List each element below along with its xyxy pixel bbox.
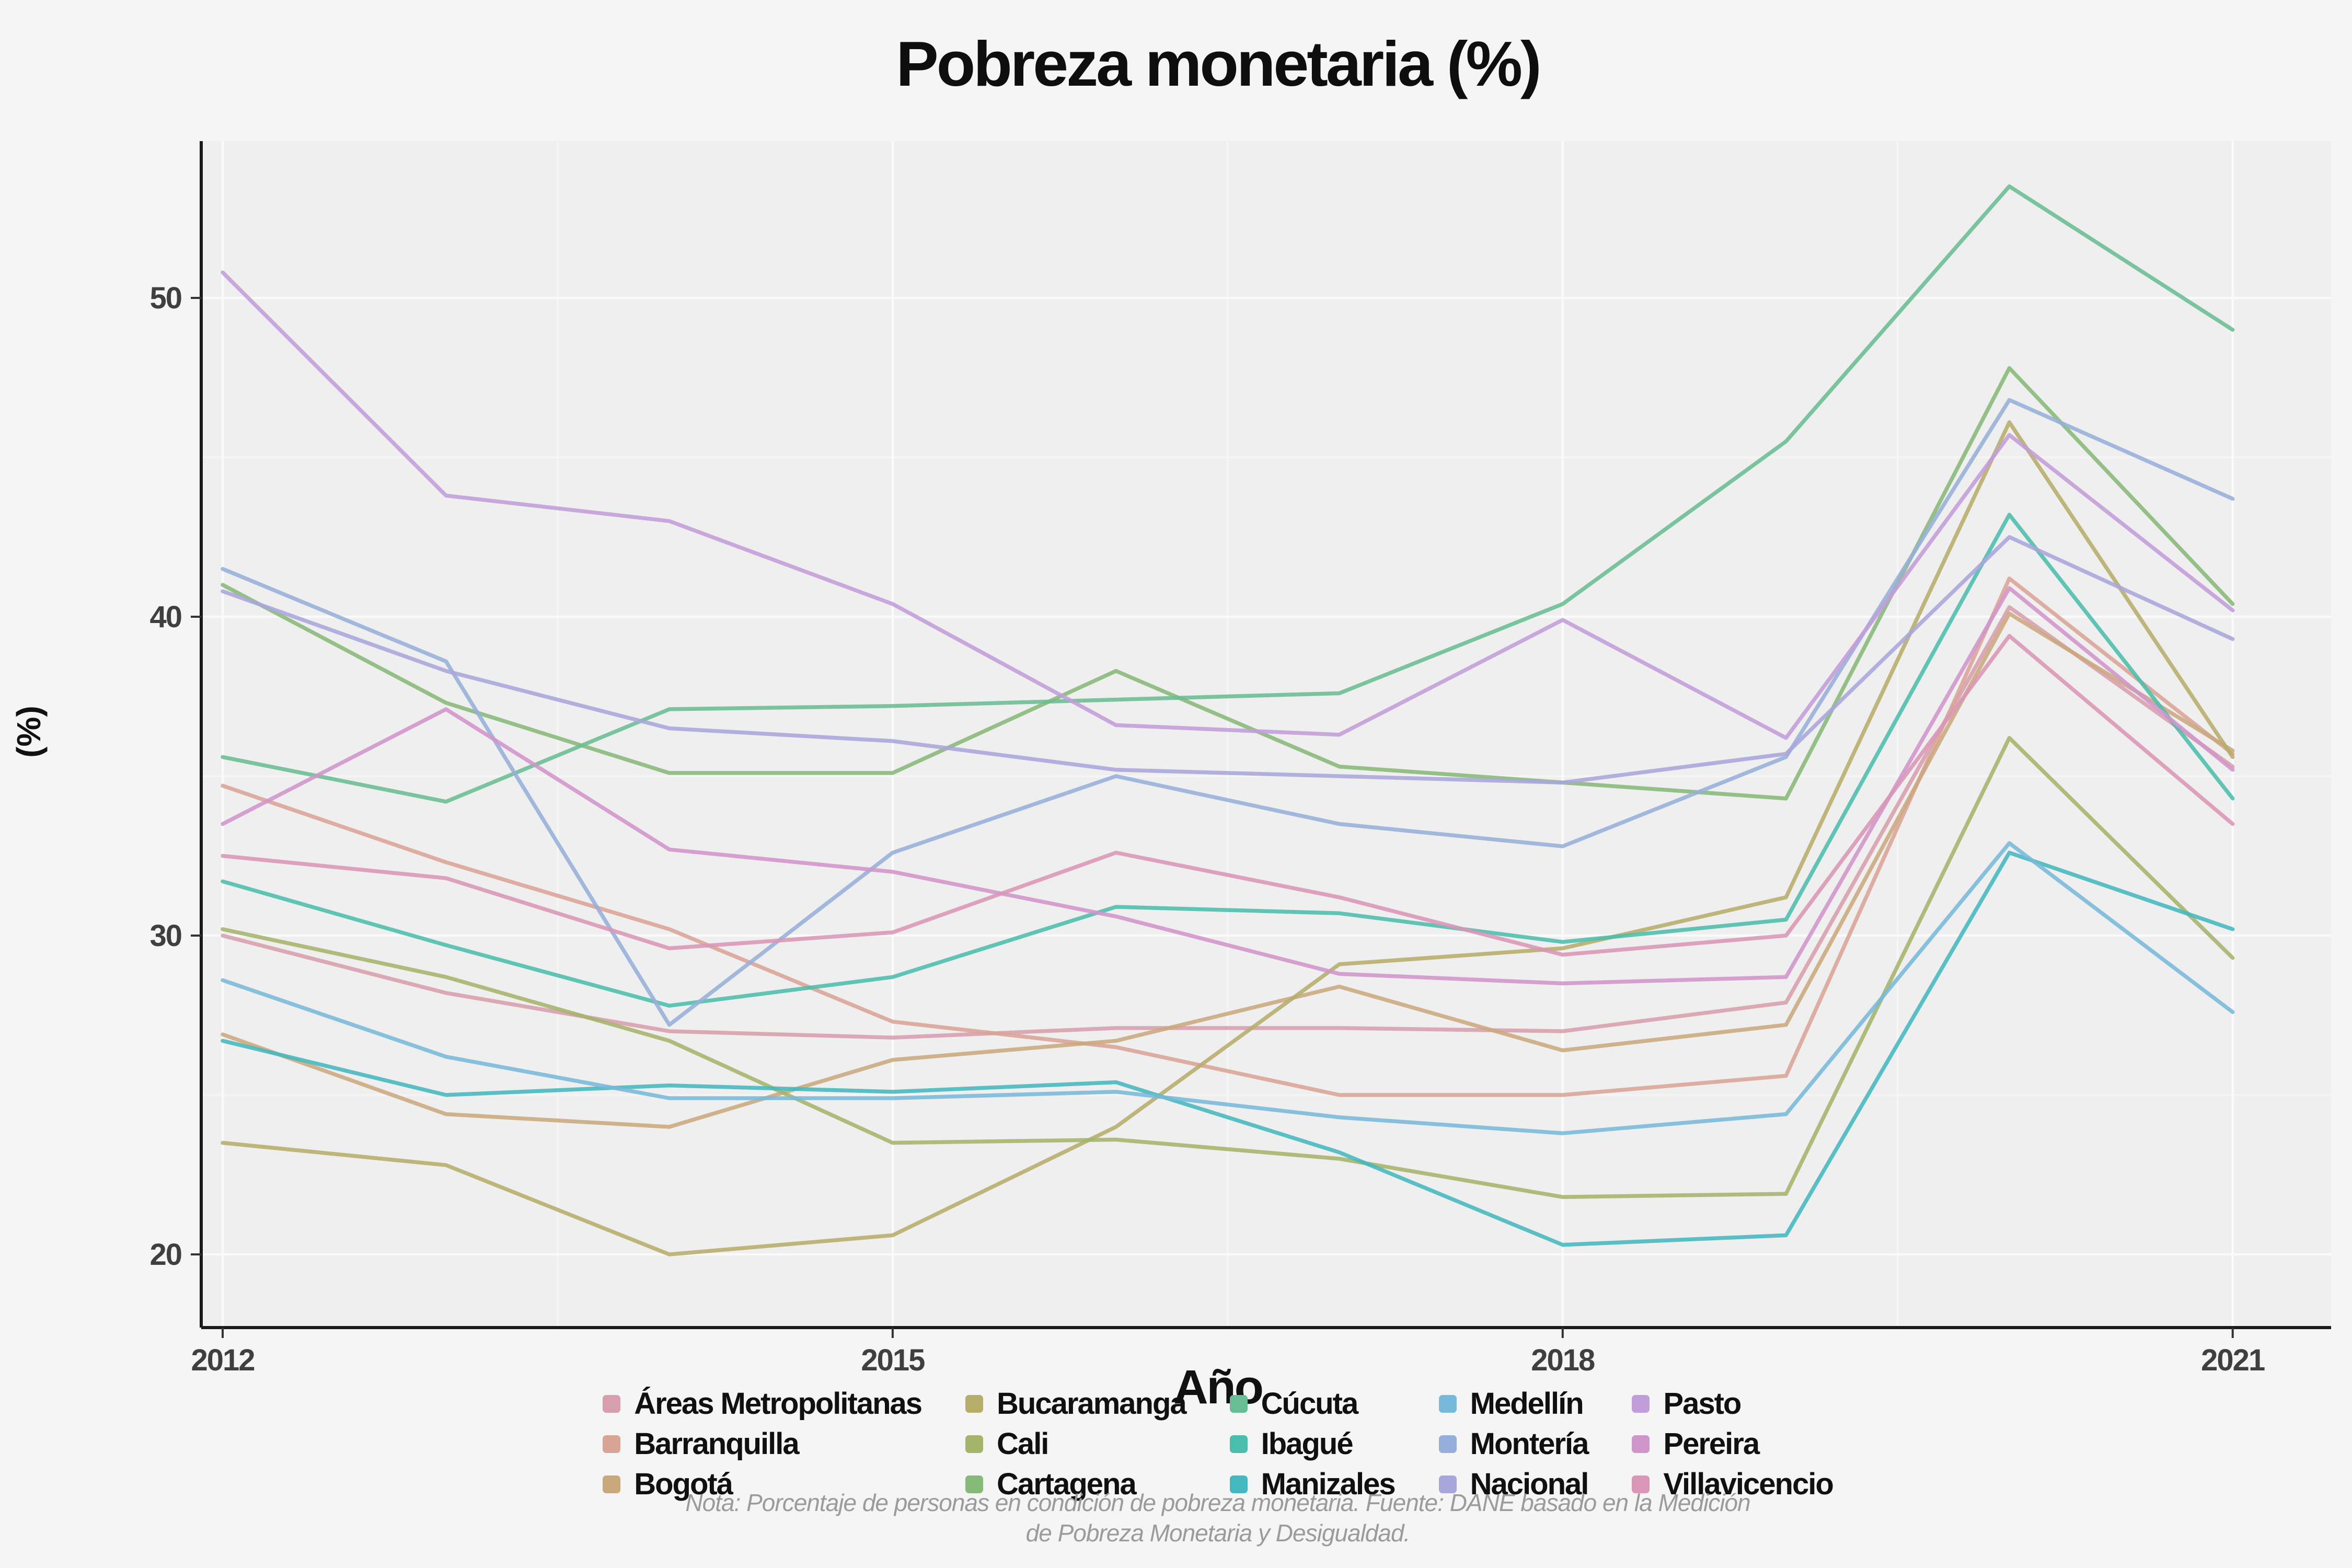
legend-item-bucaramanga: Bucaramanga xyxy=(965,1386,1187,1421)
legend-swatch-manizales xyxy=(1229,1475,1248,1493)
legend-label-barranquilla: Barranquilla xyxy=(634,1427,799,1461)
legend-swatch-areas-metropolitanas xyxy=(603,1394,621,1413)
series-line-medellin xyxy=(221,841,2235,1135)
legend-label-bogota: Bogotá xyxy=(634,1467,733,1501)
legend-label-cali: Cali xyxy=(997,1427,1049,1461)
x-tick-label: 2015 xyxy=(861,1343,925,1377)
legend-swatch-cucuta xyxy=(1229,1394,1248,1413)
legend-label-cartagena: Cartagena xyxy=(997,1467,1137,1501)
legend-swatch-cali xyxy=(965,1435,984,1453)
legend-label-ibague: Ibagué xyxy=(1261,1427,1354,1461)
legend-label-monteria: Montería xyxy=(1470,1427,1589,1461)
series-line-areas-metropolitanas xyxy=(221,605,2235,1040)
legend-label-areas-metropolitanas: Áreas Metropolitanas xyxy=(634,1387,923,1421)
legend-label-villavicencio: Villavicencio xyxy=(1663,1467,1834,1501)
legend-swatch-villavicencio xyxy=(1632,1475,1650,1493)
x-tick-label: 2012 xyxy=(191,1343,254,1377)
legend-swatch-monteria xyxy=(1438,1435,1457,1453)
legend-swatch-ibague xyxy=(1229,1435,1248,1453)
legend-swatch-medellin xyxy=(1438,1394,1457,1413)
legend-swatch-bogota xyxy=(603,1475,621,1493)
legend-item-pereira: Pereira xyxy=(1632,1426,1832,1461)
y-axis-title: (%) xyxy=(10,706,48,758)
series-line-cali xyxy=(221,736,2235,1199)
legend-swatch-cartagena xyxy=(965,1475,984,1493)
legend-item-bogota: Bogotá xyxy=(603,1467,921,1502)
series-line-barranquilla xyxy=(221,577,2235,1097)
legend-column: Pasto Pereira Villavicencio xyxy=(1632,1386,1834,1502)
legend-swatch-barranquilla xyxy=(603,1435,621,1453)
x-tick-label: 2021 xyxy=(2201,1343,2265,1377)
legend-item-manizales: Manizales xyxy=(1229,1467,1396,1502)
y-tick-label: 20 xyxy=(149,1238,181,1272)
legend-item-monteria: Montería xyxy=(1438,1426,1589,1461)
y-tick-label: 30 xyxy=(149,919,181,953)
source-note: Nota: Porcentaje de personas en condició… xyxy=(84,1488,2352,1548)
series-line-ibague xyxy=(221,513,2235,1008)
y-tick-label: 50 xyxy=(149,281,181,315)
legend-column: Bucaramanga Cali Cartagena xyxy=(965,1386,1187,1502)
legend-item-pasto: Pasto xyxy=(1632,1386,1832,1421)
series-line-monteria xyxy=(221,398,2235,1027)
legend-column: Medellín Montería Nacional xyxy=(1438,1386,1589,1502)
legend-column: Cúcuta Ibagué Manizales xyxy=(1229,1386,1396,1502)
legend-swatch-pereira xyxy=(1632,1435,1650,1453)
legend-label-cucuta: Cúcuta xyxy=(1261,1387,1359,1421)
series-line-pasto xyxy=(221,270,2235,740)
legend-swatch-bucaramanga xyxy=(965,1394,984,1413)
series-line-manizales xyxy=(221,850,2235,1247)
source-note-line1: Nota: Porcentaje de personas en condició… xyxy=(685,1489,1750,1516)
series-line-nacional xyxy=(221,535,2235,785)
legend-item-nacional: Nacional xyxy=(1438,1467,1589,1502)
legend-item-cali: Cali xyxy=(965,1426,1186,1461)
legend-label-nacional: Nacional xyxy=(1470,1467,1589,1501)
legend-label-medellin: Medellín xyxy=(1470,1387,1584,1421)
y-tick-label: 40 xyxy=(149,600,181,634)
legend-item-villavicencio: Villavicencio xyxy=(1632,1467,1834,1502)
x-axis-title: Año xyxy=(1173,1361,1264,1414)
legend-swatch-nacional xyxy=(1438,1475,1457,1493)
legend-item-ibague: Ibagué xyxy=(1229,1426,1395,1461)
legend-label-pasto: Pasto xyxy=(1663,1387,1742,1421)
legend-label-manizales: Manizales xyxy=(1261,1467,1396,1501)
legend-item-areas-metropolitanas: Áreas Metropolitanas xyxy=(603,1386,923,1421)
legend: Áreas Metropolitanas Barranquilla Bogotá Bu… xyxy=(84,1386,2352,1502)
legend-column: Áreas Metropolitanas Barranquilla Bogotá xyxy=(603,1386,923,1502)
series-line-cucuta xyxy=(221,184,2235,804)
series-line-bucaramanga xyxy=(221,420,2235,1256)
x-tick-label: 2018 xyxy=(1531,1343,1595,1377)
legend-item-barranquilla: Barranquilla xyxy=(603,1426,921,1461)
legend-swatch-pasto xyxy=(1632,1394,1650,1413)
source-note-line2: de Pobreza Monetaria y Desigualdad. xyxy=(1025,1519,1411,1547)
series-line-villavicencio xyxy=(221,633,2235,957)
chart-title: Pobreza monetaria (%) xyxy=(896,28,1541,99)
legend-label-bucaramanga: Bucaramanga xyxy=(997,1387,1187,1421)
legend-item-cartagena: Cartagena xyxy=(965,1467,1186,1502)
legend-item-medellin: Medellín xyxy=(1438,1386,1588,1421)
legend-item-cucuta: Cúcuta xyxy=(1229,1386,1395,1421)
legend-label-pereira: Pereira xyxy=(1663,1427,1760,1461)
series-line-bogota xyxy=(221,612,2235,1129)
